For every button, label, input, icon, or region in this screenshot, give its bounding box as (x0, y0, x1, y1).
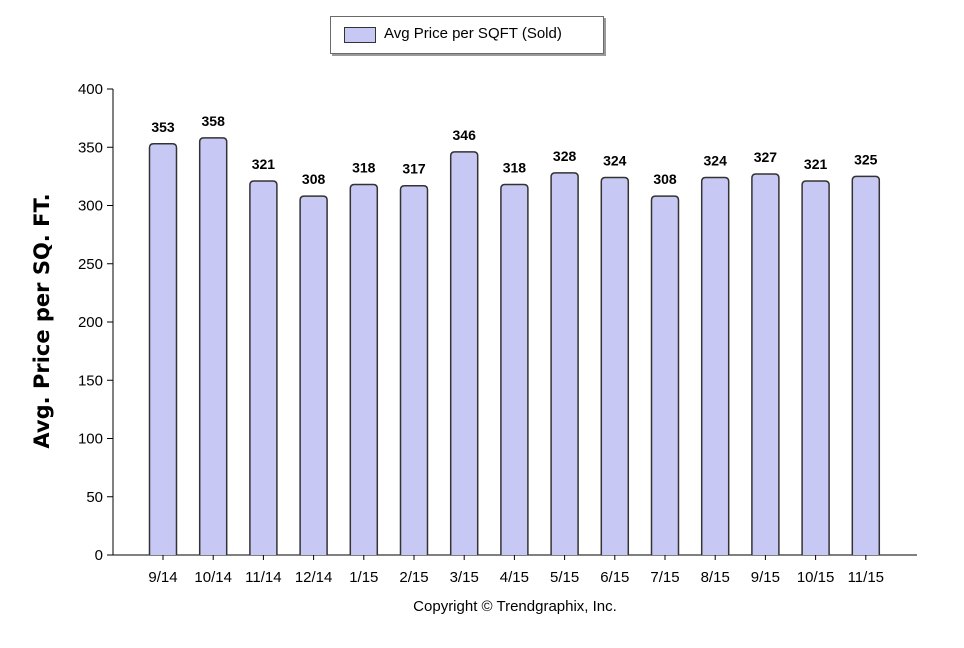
bar-value-label: 318 (503, 160, 527, 176)
x-tick-label: 2/15 (399, 569, 428, 586)
bar-value-label: 317 (402, 161, 426, 177)
bar-value-label: 325 (854, 151, 878, 167)
legend-label: Avg Price per SQFT (Sold) (384, 25, 562, 42)
legend: Avg Price per SQFT (Sold) (330, 16, 604, 54)
chart-data-labels: 353 358 321 308 318 317 346 318 328 324 308 324 327 3… (151, 113, 877, 187)
x-tick-label: 10/14 (194, 569, 232, 586)
x-tick-label: 1/15 (349, 569, 378, 586)
bar-value-label: 308 (302, 171, 326, 187)
bar (449, 151, 479, 555)
y-axis-label: Avg. Price per SQ. FT. (30, 193, 54, 449)
x-tick-label: 11/14 (245, 569, 281, 586)
bar-value-label: 328 (553, 148, 577, 164)
bar-value-label: 321 (804, 156, 828, 172)
x-tick-label: 8/15 (701, 569, 730, 586)
bar (349, 183, 379, 555)
bar (550, 172, 579, 555)
bar-value-label: 321 (252, 156, 276, 172)
x-tick-label: 5/15 (550, 569, 579, 586)
bar-value-label: 358 (202, 113, 226, 129)
x-tick-label: 7/15 (650, 569, 679, 586)
x-tick-label: 11/15 (848, 569, 884, 586)
y-tick-label: 350 (78, 139, 103, 156)
bar (600, 176, 630, 555)
bar (500, 183, 529, 555)
y-tick-label: 0 (95, 547, 103, 564)
legend-swatch (344, 27, 376, 43)
bar (249, 180, 278, 555)
x-tick-label: 9/14 (148, 569, 177, 586)
bar-value-label: 327 (754, 149, 778, 165)
y-tick-label: 50 (86, 489, 103, 506)
bar-value-label: 346 (453, 127, 477, 143)
bar (399, 184, 429, 555)
y-tick-label: 100 (78, 431, 103, 448)
bar (751, 173, 780, 555)
y-tick-label: 400 (78, 81, 103, 98)
y-tick-label: 150 (78, 372, 103, 389)
x-tick-label: 4/15 (500, 569, 529, 586)
copyright-text: Copyright © Trendgraphix, Inc. (413, 598, 617, 615)
y-tick-label: 250 (78, 256, 103, 273)
bar (801, 180, 830, 555)
bar-value-label: 324 (704, 153, 728, 169)
x-tick-label: 3/15 (450, 569, 479, 586)
bar-value-label: 353 (151, 119, 175, 135)
y-tick-label: 200 (78, 314, 103, 331)
x-tick-label: 10/15 (797, 569, 835, 586)
x-tick-label: 6/15 (600, 569, 629, 586)
bar-value-label: 308 (653, 171, 677, 187)
x-tick-label: 9/15 (751, 569, 780, 586)
bar (299, 195, 328, 555)
bar (650, 195, 680, 555)
bar-value-label: 324 (603, 153, 627, 169)
chart-y-tick-labels: 0 50 100 150 200 250 300 350 400 (78, 81, 103, 564)
bar (148, 143, 178, 555)
chart-axes (107, 88, 917, 560)
chart-bars (148, 137, 881, 555)
x-tick-label: 12/14 (295, 569, 333, 586)
bar-value-label: 318 (352, 160, 376, 176)
bar (198, 137, 228, 555)
y-tick-label: 300 (78, 198, 103, 215)
chart-x-tick-labels: 9/14 10/14 11/14 12/14 1/15 2/15 3/15 4/15 5/15 6… (148, 569, 884, 586)
bar (700, 176, 730, 555)
bar (851, 175, 881, 555)
